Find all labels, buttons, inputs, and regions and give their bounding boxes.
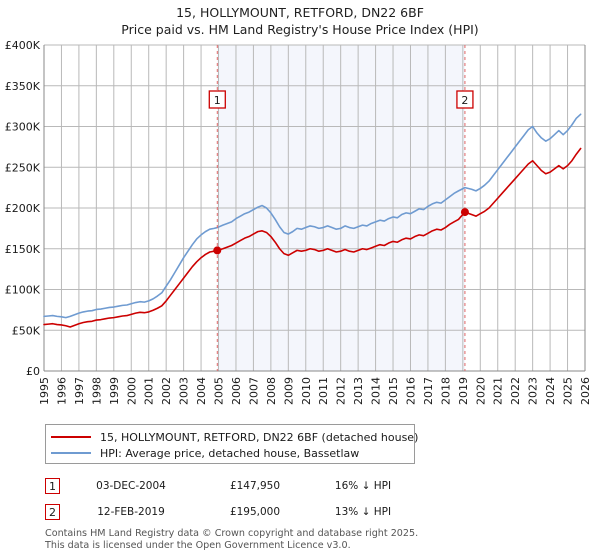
legend-label-price-paid: 15, HOLLYMOUNT, RETFORD, DN22 6BF (detac… — [100, 430, 419, 444]
y-axis-tick-label: £50K — [12, 324, 41, 337]
page-title: 15, HOLLYMOUNT, RETFORD, DN22 6BF Price … — [0, 4, 600, 38]
footer-line-2: This data is licensed under the Open Gov… — [45, 539, 351, 551]
y-axis-tick-label: £350K — [5, 80, 41, 93]
transaction-marker-badge-2: 2 — [45, 504, 60, 520]
attribution-footer: Contains HM Land Registry data © Crown c… — [45, 528, 575, 551]
chart-canvas: £0 £50K £100K £150K £200K £250K £300K £350K £400… — [5, 39, 592, 405]
y-axis-tick-label: £150K — [5, 243, 41, 256]
x-axis-tick-label: 2021 — [492, 377, 505, 405]
transaction-date-2: 12-FEB-2019 — [97, 506, 165, 518]
marker-point — [460, 208, 469, 217]
x-axis-tick-label: 2000 — [125, 377, 138, 405]
y-axis-tick-label: £250K — [5, 161, 41, 174]
x-axis-tick-label: 2008 — [265, 377, 278, 405]
legend-swatch-hpi — [51, 452, 91, 454]
y-axis-tick-label: £300K — [5, 121, 41, 134]
x-axis-tick-label: 2011 — [317, 377, 330, 405]
legend-label-hpi: HPI: Average price, detached house, Bass… — [100, 446, 360, 460]
x-axis-tick-label: 2026 — [579, 377, 592, 405]
marker-badge-box — [208, 90, 226, 109]
x-axis-tick-label: 2010 — [300, 377, 313, 405]
legend-swatch-price-paid — [51, 436, 91, 438]
marker-badge-label: 1 — [214, 94, 221, 107]
x-axis-tick-label: 2019 — [457, 377, 470, 405]
x-axis-tick-label: 2018 — [439, 377, 452, 405]
table-row: 2 12-FEB-2019 £195,000 13% ↓ HPI — [45, 499, 465, 525]
x-axis-tick-label: 2023 — [527, 377, 540, 405]
footer-line-1: Contains HM Land Registry data © Crown c… — [45, 528, 419, 539]
x-axis-tick-label: 1998 — [90, 377, 103, 405]
x-axis-tick-label: 1995 — [38, 377, 51, 405]
x-axis-tick-label: 2020 — [474, 377, 487, 405]
legend-item-price-paid: 15, HOLLYMOUNT, RETFORD, DN22 6BF (detac… — [51, 429, 418, 445]
x-axis-tick-label: 2017 — [422, 377, 435, 405]
x-axis-tick-label: 1997 — [73, 377, 86, 405]
transaction-hpi-delta-2: 13% ↓ HPI — [334, 506, 392, 518]
x-axis-tick-label: 2007 — [247, 377, 260, 405]
x-axis-tick-label: 2014 — [370, 377, 383, 405]
table-row: 1 03-DEC-2004 £147,950 16% ↓ HPI — [45, 473, 465, 499]
marker-point — [213, 246, 222, 255]
title-line-2: Price paid vs. HM Land Registry's House … — [121, 22, 479, 37]
transaction-price-2: £195,000 — [229, 506, 281, 518]
x-axis-tick-label: 1999 — [108, 377, 121, 405]
x-axis-tick-label: 2024 — [544, 377, 557, 405]
x-axis-tick-label: 2003 — [178, 377, 191, 405]
y-axis-tick-label: £0 — [26, 365, 40, 378]
title-line-1: 15, HOLLYMOUNT, RETFORD, DN22 6BF — [176, 5, 424, 20]
x-axis-tick-label: 2005 — [213, 377, 226, 405]
y-axis-tick-label: £200K — [5, 202, 41, 215]
transaction-hpi-delta-1: 16% ↓ HPI — [334, 480, 392, 492]
series-line-price-paid — [43, 147, 582, 328]
x-axis-tick-label: 2015 — [387, 377, 400, 405]
x-axis-tick-label: 2002 — [160, 377, 173, 405]
x-axis-tick-label: 2001 — [143, 377, 156, 405]
marker-badge-label: 2 — [461, 94, 468, 107]
chart-legend: 15, HOLLYMOUNT, RETFORD, DN22 6BF (detac… — [45, 424, 418, 464]
transaction-table: 1 03-DEC-2004 £147,950 16% ↓ HPI 2 12-FE… — [45, 473, 465, 525]
transaction-date-1: 03-DEC-2004 — [96, 480, 166, 492]
y-axis-tick-label: £400K — [5, 39, 41, 52]
x-axis-tick-label: 2016 — [404, 377, 417, 405]
x-axis-tick-label: 2009 — [282, 377, 295, 405]
marker-badge-box — [456, 90, 474, 109]
y-axis-tick-label: £100K — [5, 284, 41, 297]
x-axis-tick-label: 2012 — [335, 377, 348, 405]
x-axis-tick-label: 1996 — [55, 377, 68, 405]
series-line-hpi — [43, 113, 582, 319]
legend-item-hpi: HPI: Average price, detached house, Bass… — [51, 445, 414, 461]
x-axis-tick-label: 2025 — [562, 377, 575, 405]
x-axis-tick-label: 2006 — [230, 377, 243, 405]
x-axis-tick-label: 2013 — [352, 377, 365, 405]
transaction-marker-badge-1: 1 — [45, 478, 60, 494]
x-axis-tick-label: 2004 — [195, 377, 208, 405]
x-axis-tick-label: 2022 — [509, 377, 522, 405]
transaction-price-1: £147,950 — [229, 480, 281, 492]
